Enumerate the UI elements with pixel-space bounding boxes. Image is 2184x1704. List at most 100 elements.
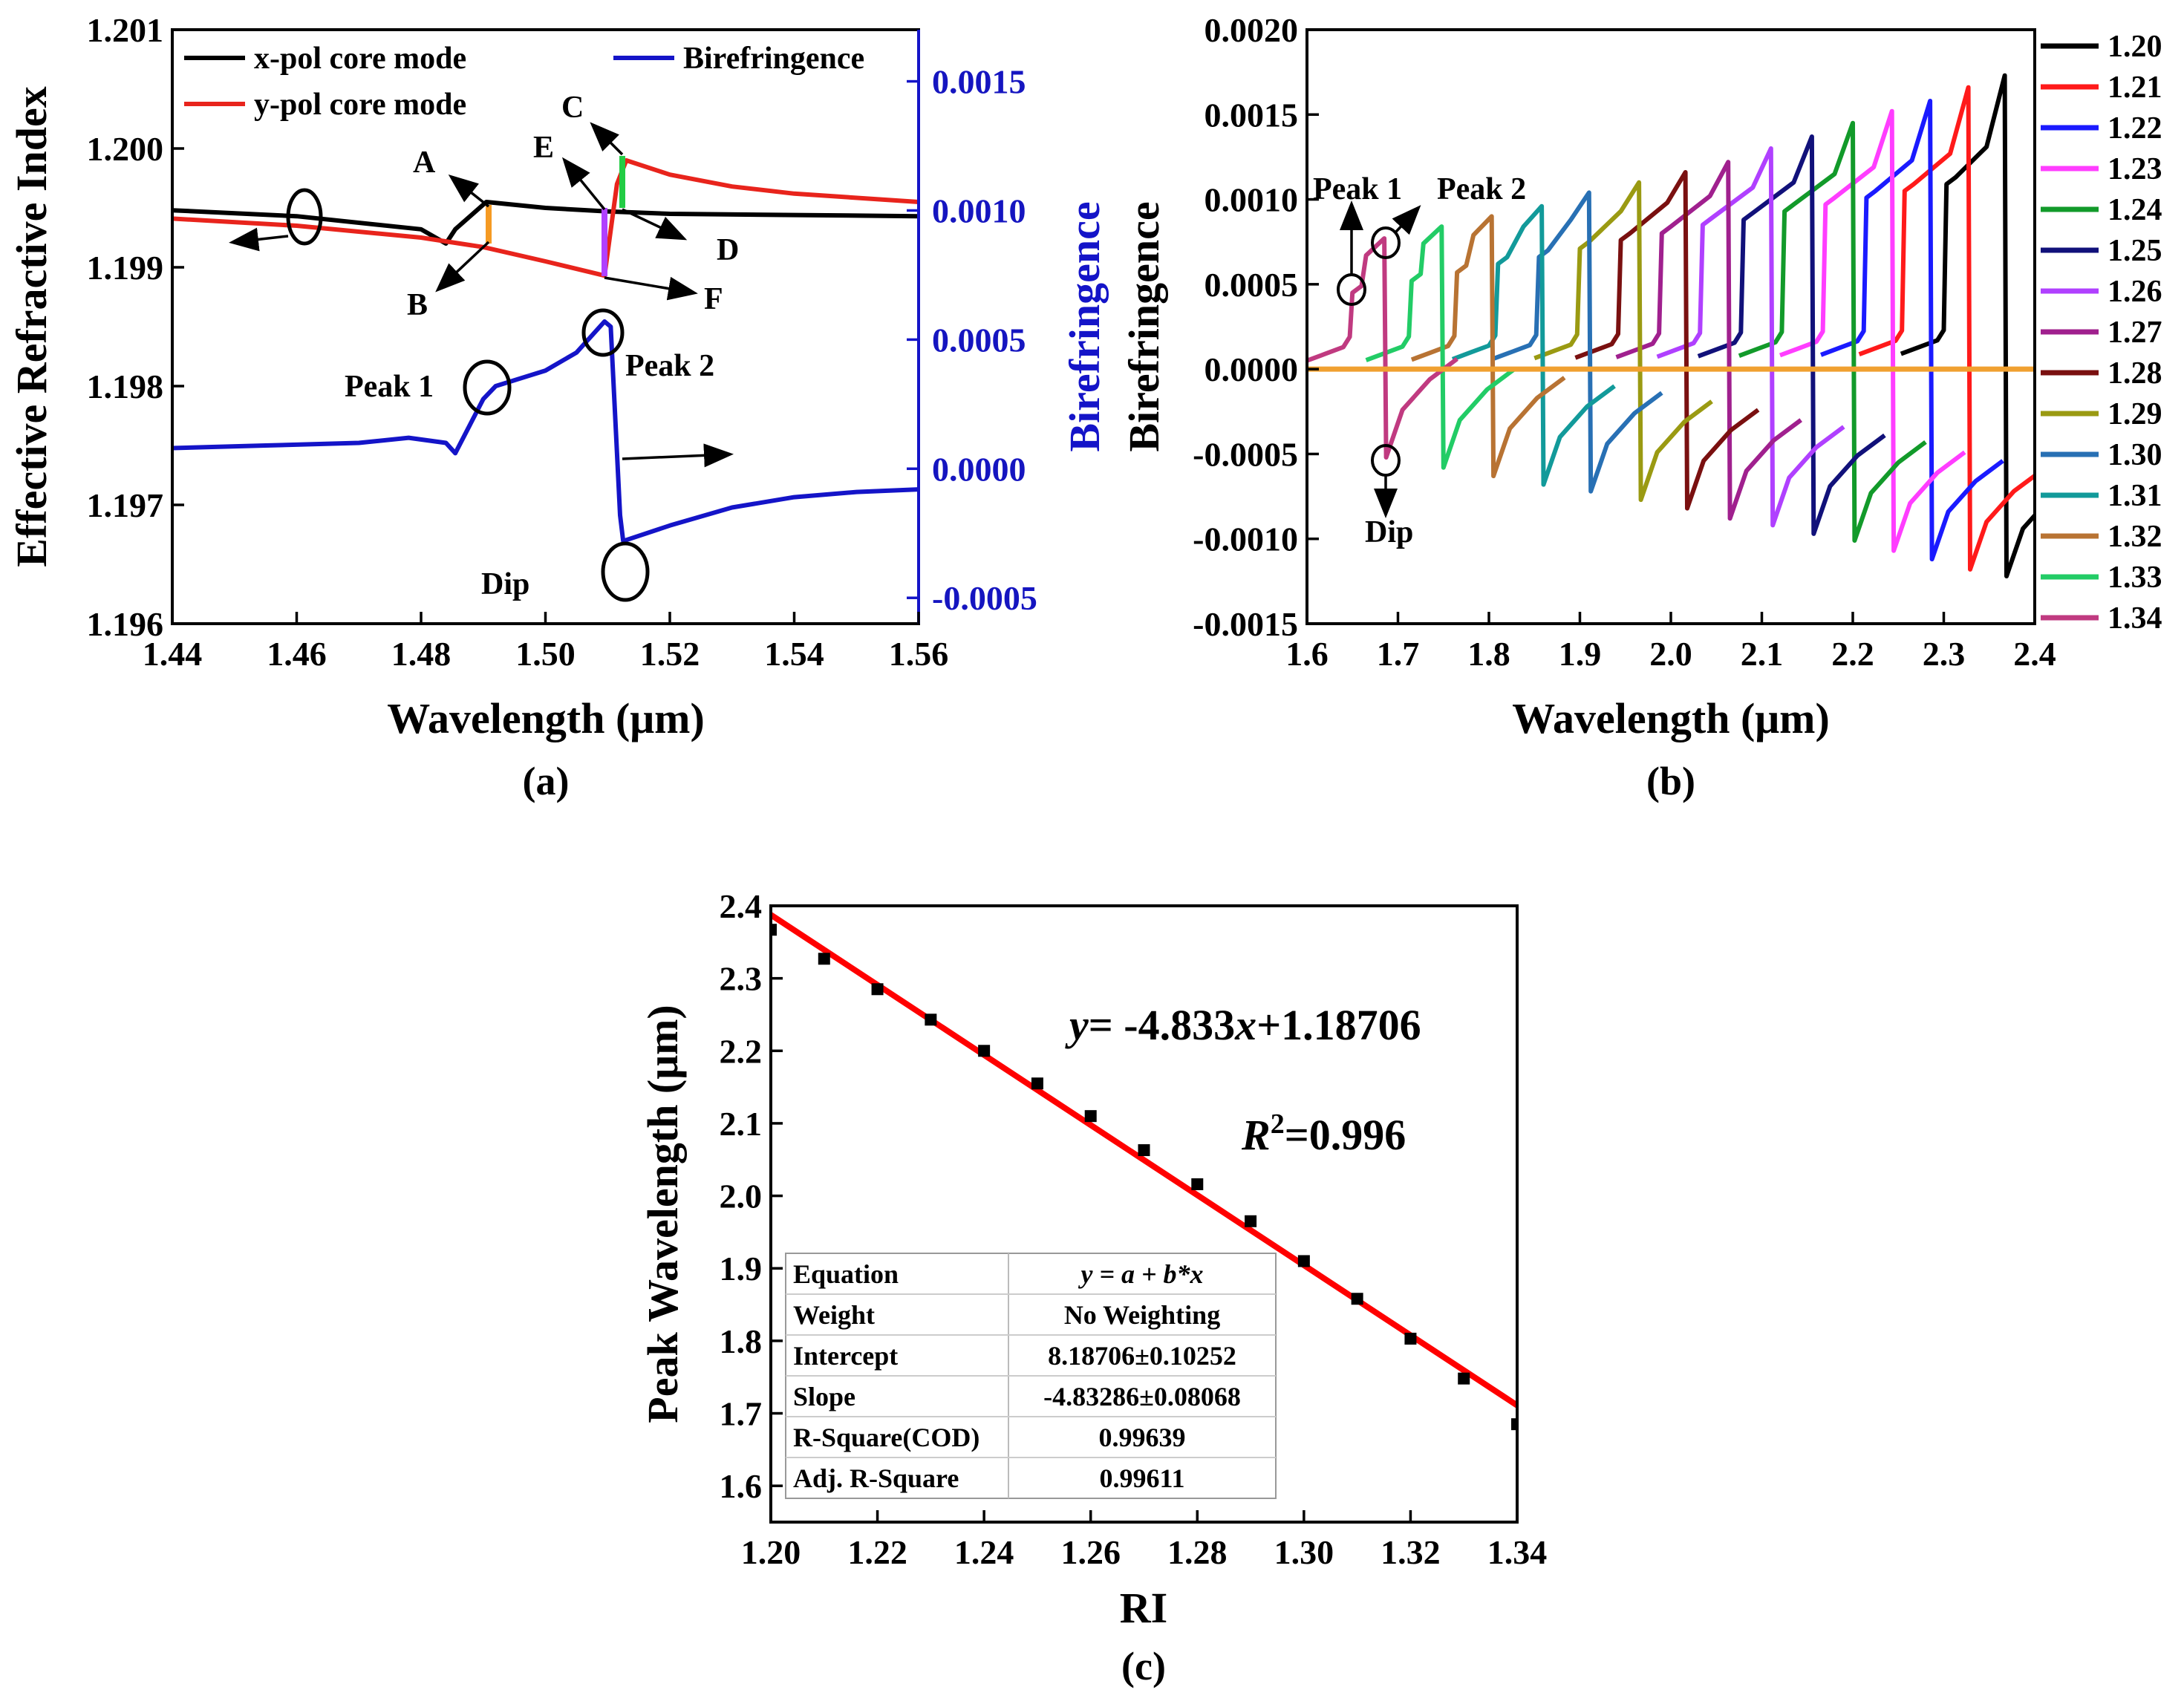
b-arrow-peak2 — [1392, 205, 1421, 235]
fit-r2-R: R — [1241, 1111, 1271, 1159]
panel-a-ylabel-right: Birefringence — [1060, 201, 1109, 451]
panel-a-xtick-label-5: 1.54 — [764, 635, 824, 673]
panel-b: 1.6 1.7 1.8 1.9 2.0 2.1 2.2 2.3 2.4 -0.0015 -0.001… — [1120, 11, 2162, 803]
b-annotation-dip: Dip — [1365, 515, 1413, 549]
panel-a-ytick-label-0: 1.196 — [87, 605, 164, 643]
panel-a-ytick-right-label-3: 0.0010 — [932, 192, 1026, 229]
panel-b-xtick-label-1: 1.7 — [1377, 635, 1420, 673]
panel-b-xtick-label-2: 1.8 — [1467, 635, 1510, 673]
fit-table-value-5: 0.99611 — [1099, 1463, 1184, 1493]
panel-b-legend-label-1.33: 1.33 — [2108, 561, 2162, 595]
panel-c-ytick-label-3: 1.9 — [720, 1250, 763, 1287]
panel-b-legend-label-1.34: 1.34 — [2108, 601, 2162, 636]
panel-a-ytick-label-4: 1.200 — [87, 130, 164, 168]
data-point-2 — [871, 983, 884, 996]
panel-b-legend-label-1.21: 1.21 — [2108, 71, 2162, 105]
data-point-5 — [1031, 1077, 1043, 1090]
panel-a-xtick-label-0: 1.44 — [143, 635, 203, 673]
panel-b-series-1.31 — [1451, 203, 1616, 487]
panel-b-ytick-label-6: 0.0015 — [1205, 96, 1299, 134]
panel-a-xtick-label-3: 1.50 — [515, 635, 576, 673]
fit-table-key-5: Adj. R-Square — [793, 1463, 959, 1493]
data-point-9 — [1245, 1215, 1257, 1227]
fit-table-value-3: -4.83286±0.08068 — [1043, 1382, 1241, 1411]
fit-equation-rest: +1.18706 — [1256, 1001, 1421, 1049]
panel-a-label: (a) — [523, 759, 570, 803]
panel-c-xtick-label-6: 1.32 — [1381, 1533, 1441, 1571]
fit-table-key-2: Intercept — [793, 1341, 898, 1371]
panel-b-series-1.24 — [1738, 120, 1927, 543]
panel-b-ytick-label-1: -0.0010 — [1193, 520, 1298, 558]
arrow-E — [561, 157, 606, 211]
panel-c-ytick-label-8: 2.4 — [720, 887, 763, 925]
panel-a-ytick-label-3: 1.199 — [87, 249, 164, 287]
fit-equation: y= -4.833x+1.18706 — [1065, 1001, 1421, 1049]
panel-c-xtick-label-2: 1.24 — [954, 1533, 1014, 1571]
b-annotation-peak2: Peak 2 — [1437, 172, 1526, 206]
panel-a-ytick-right-label-4: 0.0015 — [932, 63, 1026, 101]
panel-b-ytick-label-7: 0.0020 — [1205, 11, 1299, 49]
panel-b-series-1.28 — [1574, 170, 1760, 511]
data-point-6 — [1084, 1110, 1097, 1123]
panel-c-ytick-label-6: 2.2 — [720, 1032, 763, 1070]
arrow-A — [448, 174, 490, 208]
panel-c-xtick-label-3: 1.26 — [1060, 1533, 1121, 1571]
panel-a-legend: x-pol core mode y-pol core mode Birefrin… — [184, 42, 864, 122]
fit-table-key-0: Equation — [793, 1259, 899, 1289]
panel-b-series-1.32 — [1410, 214, 1566, 479]
fit-table-key-3: Slope — [793, 1382, 855, 1411]
panel-b-legend-label-1.27: 1.27 — [2108, 316, 2162, 350]
panel-c: 1.20 1.22 1.24 1.26 1.28 1.30 1.32 1.34 1.6 1.7 1.… — [639, 887, 1547, 1688]
fit-r2-sup: 2 — [1271, 1109, 1285, 1140]
panel-a-ytick-label-2: 1.198 — [87, 368, 164, 405]
fit-table-value-2: 8.18706±0.10252 — [1048, 1341, 1236, 1371]
b-annotation-peak1: Peak 1 — [1313, 172, 1402, 206]
peak2-circle — [581, 308, 625, 357]
data-point-10 — [1297, 1255, 1310, 1267]
fit-equation-x: x — [1234, 1001, 1256, 1049]
panel-b-ytick-label-4: 0.0005 — [1205, 266, 1299, 304]
annotation-dip: Dip — [481, 567, 529, 601]
panel-b-legend-label-1.32: 1.32 — [2108, 520, 2162, 554]
fit-r2-val: =0.996 — [1285, 1111, 1406, 1159]
data-point-13 — [1458, 1372, 1470, 1385]
panel-b-legend-label-1.20: 1.20 — [2108, 30, 2162, 64]
panel-b-series-1.29 — [1533, 180, 1713, 503]
data-point-12 — [1404, 1332, 1417, 1345]
data-point-8 — [1191, 1178, 1204, 1190]
panel-b-ytick-label-3: 0.0000 — [1205, 350, 1299, 388]
panel-a-xtick-label-2: 1.48 — [391, 635, 452, 673]
annotation-B: B — [407, 288, 428, 322]
arrow-D — [622, 208, 688, 241]
fit-line — [771, 912, 1517, 1408]
arrow-B — [435, 241, 490, 293]
arrow-C — [590, 122, 624, 156]
panel-b-xtick-label-3: 1.9 — [1559, 635, 1602, 673]
fit-table-value-4: 0.99639 — [1099, 1423, 1186, 1452]
annotation-peak1: Peak 1 — [345, 370, 434, 404]
panel-b-series-1.34 — [1307, 236, 1458, 460]
panel-a-ytick-right-label-0: -0.0005 — [932, 579, 1037, 617]
panel-b-xtick-label-0: 1.6 — [1285, 635, 1329, 673]
data-point-7 — [1138, 1144, 1150, 1157]
b-peak2-circle — [1371, 226, 1401, 259]
fit-equation-eq: = -4.833 — [1089, 1001, 1235, 1049]
panel-b-series-1.23 — [1779, 108, 1966, 553]
panel-b-xtick-label-6: 2.2 — [1831, 635, 1874, 673]
fit-table-key-4: R-Square(COD) — [793, 1423, 979, 1452]
panel-b-xtick-label-5: 2.1 — [1741, 635, 1784, 673]
panel-c-xtick-label-5: 1.30 — [1274, 1533, 1334, 1571]
annotation-F: F — [704, 282, 723, 316]
panel-a-series-1 — [172, 158, 919, 278]
panel-b-xlabel: Wavelength (μm) — [1512, 694, 1830, 742]
data-point-0 — [771, 924, 777, 936]
panel-b-xtick-label-8: 2.4 — [2013, 635, 2056, 673]
panel-b-ytick-label-2: -0.0005 — [1193, 435, 1298, 473]
legend-label-y-pol: y-pol core mode — [254, 88, 466, 122]
annotation-E: E — [533, 131, 554, 165]
panel-b-series-1.22 — [1820, 99, 2004, 562]
panel-c-frame — [769, 904, 1519, 1524]
panel-b-label: (b) — [1646, 759, 1695, 803]
panel-a-xtick-label-1: 1.46 — [267, 635, 327, 673]
panel-b-series-1.21 — [1858, 85, 2035, 572]
